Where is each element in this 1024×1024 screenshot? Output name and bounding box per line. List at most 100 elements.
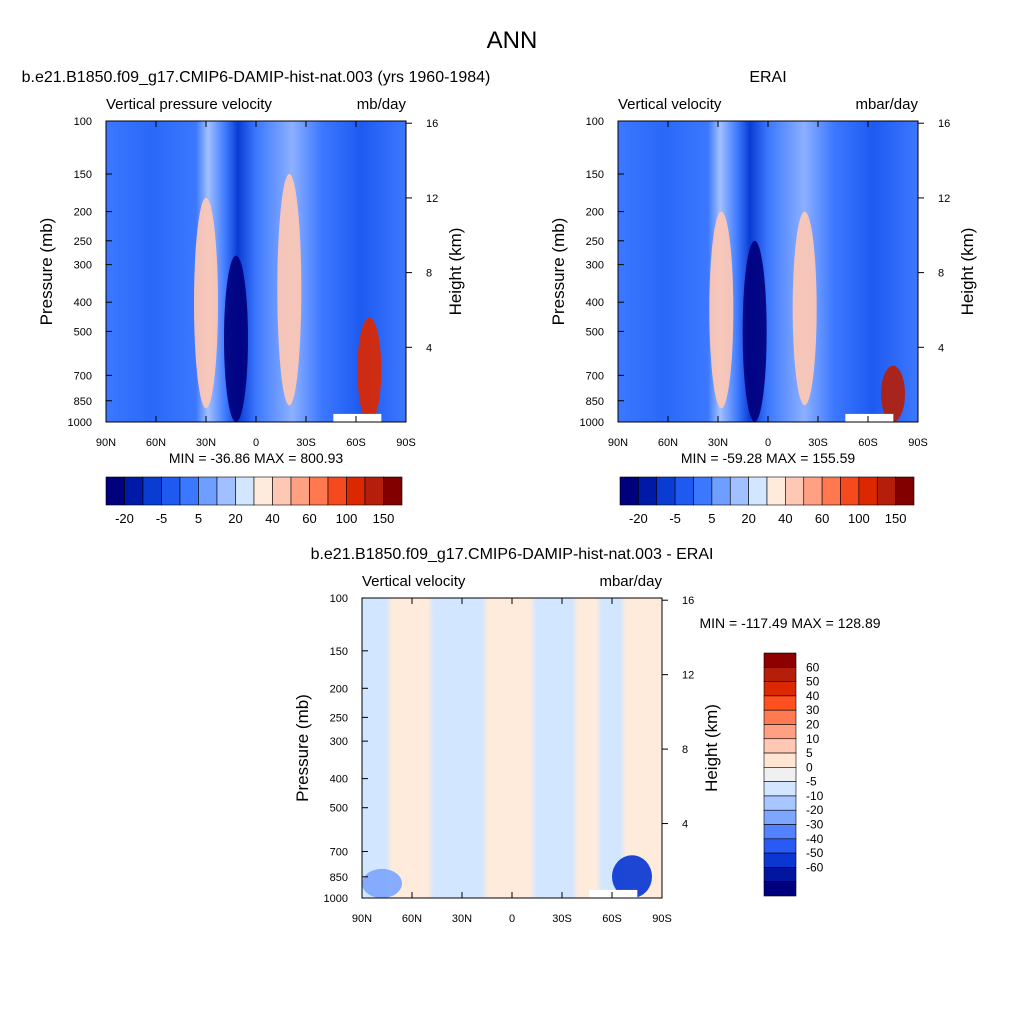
colorbar-label: 20 bbox=[741, 511, 755, 526]
x-tick-label: 60N bbox=[146, 437, 166, 449]
colorbar-box bbox=[803, 476, 823, 506]
panel-title: ERAI bbox=[749, 69, 786, 86]
field-label: Vertical pressure velocity bbox=[106, 96, 272, 113]
colorbar-box bbox=[253, 476, 273, 506]
colorbar-label: 5 bbox=[708, 511, 715, 526]
x-tick-label: 0 bbox=[509, 913, 515, 925]
y-tick-label: 250 bbox=[74, 236, 92, 248]
y-tick-label: 1000 bbox=[68, 417, 92, 429]
y2-tick-label: 12 bbox=[682, 670, 694, 682]
field-background bbox=[618, 121, 918, 422]
x-tick-label: 60N bbox=[402, 913, 422, 925]
colorbar-box bbox=[763, 695, 797, 711]
colorbar-label: -20 bbox=[629, 511, 648, 526]
x-tick-label: 60S bbox=[346, 437, 366, 449]
colorbar-box bbox=[763, 724, 797, 740]
colorbar-box bbox=[763, 652, 797, 668]
y2-tick-label: 4 bbox=[682, 819, 688, 831]
colorbar-box bbox=[364, 476, 384, 506]
y-tick-label: 300 bbox=[74, 260, 92, 272]
colorbar-label: -50 bbox=[806, 846, 824, 860]
y-tick-label: 1000 bbox=[580, 417, 604, 429]
colorbar-label: 50 bbox=[806, 675, 820, 689]
x-tick-label: 30S bbox=[552, 913, 572, 925]
colorbar-box bbox=[235, 476, 255, 506]
y-tick-label: 400 bbox=[586, 297, 604, 309]
y2-axis-label: Height (km) bbox=[702, 704, 721, 792]
colorbar-label: -60 bbox=[806, 860, 824, 874]
colorbar-box bbox=[290, 476, 310, 506]
colorbar-box bbox=[656, 476, 676, 506]
surface-mask bbox=[845, 413, 894, 422]
colorbar-box bbox=[876, 476, 896, 506]
panel-title: b.e21.B1850.f09_g17.CMIP6-DAMIP-hist-nat… bbox=[311, 546, 714, 563]
y-tick-label: 150 bbox=[586, 169, 604, 181]
x-tick-label: 30N bbox=[452, 913, 472, 925]
min-max-stats: MIN = -117.49 MAX = 128.89 bbox=[699, 615, 880, 631]
colorbar-label: -5 bbox=[806, 775, 817, 789]
colorbar-label: 20 bbox=[228, 511, 242, 526]
colorbar-label: -20 bbox=[115, 511, 134, 526]
colorbar-box bbox=[763, 666, 797, 682]
colorbar-box bbox=[763, 867, 797, 883]
units-label: mbar/day bbox=[599, 573, 662, 590]
y-tick-label: 150 bbox=[330, 646, 348, 658]
y-tick-label: 250 bbox=[330, 712, 348, 724]
colorbar-box bbox=[179, 476, 199, 506]
colorbar-label: 0 bbox=[806, 760, 813, 774]
colorbar-box bbox=[763, 881, 797, 897]
y-tick-label: 500 bbox=[330, 803, 348, 815]
y2-tick-label: 16 bbox=[938, 118, 950, 130]
y-tick-label: 300 bbox=[586, 260, 604, 272]
colorbar-label: 10 bbox=[806, 732, 820, 746]
colorbar-label: 60 bbox=[302, 511, 316, 526]
min-max-stats: MIN = -36.86 MAX = 800.93 bbox=[169, 450, 344, 466]
y-tick-label: 700 bbox=[74, 370, 92, 382]
colorbar-box bbox=[142, 476, 162, 506]
y-tick-label: 100 bbox=[74, 116, 92, 128]
colorbar-label: 5 bbox=[195, 511, 202, 526]
y-tick-label: 200 bbox=[586, 207, 604, 219]
contour-feature bbox=[357, 317, 382, 422]
x-tick-label: 0 bbox=[253, 437, 259, 449]
colorbar-box bbox=[763, 852, 797, 868]
x-tick-label: 30S bbox=[808, 437, 828, 449]
y-tick-label: 300 bbox=[330, 736, 348, 748]
y-axis-label: Pressure (mb) bbox=[293, 694, 312, 802]
colorbar-label: 100 bbox=[336, 511, 358, 526]
contour-feature bbox=[224, 255, 248, 422]
panel-title: b.e21.B1850.f09_g17.CMIP6-DAMIP-hist-nat… bbox=[22, 69, 491, 86]
x-tick-label: 30N bbox=[196, 437, 216, 449]
colorbar-label: -5 bbox=[156, 511, 168, 526]
colorbar-box bbox=[763, 809, 797, 825]
colorbar-label: 100 bbox=[848, 511, 870, 526]
surface-mask bbox=[589, 889, 638, 898]
contour-feature bbox=[612, 855, 652, 898]
colorbar-box bbox=[763, 795, 797, 811]
colorbar-box bbox=[895, 476, 915, 506]
colorbar-box bbox=[711, 476, 731, 506]
units-label: mbar/day bbox=[855, 96, 918, 113]
x-tick-label: 0 bbox=[765, 437, 771, 449]
y-tick-label: 500 bbox=[74, 326, 92, 338]
x-tick-label: 90S bbox=[396, 437, 416, 449]
colorbar-label: 5 bbox=[806, 746, 813, 760]
field-label: Vertical velocity bbox=[362, 573, 466, 590]
colorbar-label: 60 bbox=[815, 511, 829, 526]
x-tick-label: 90N bbox=[96, 437, 116, 449]
colorbar-box bbox=[161, 476, 181, 506]
colorbar-box bbox=[729, 476, 749, 506]
field-background bbox=[106, 121, 406, 422]
colorbar-box bbox=[763, 738, 797, 754]
colorbar-box bbox=[858, 476, 878, 506]
y-tick-label: 850 bbox=[586, 396, 604, 408]
y-tick-label: 1000 bbox=[324, 893, 348, 905]
x-tick-label: 90N bbox=[352, 913, 372, 925]
y2-tick-label: 4 bbox=[938, 342, 944, 354]
colorbar-label: -10 bbox=[806, 789, 824, 803]
y2-tick-label: 12 bbox=[426, 193, 438, 205]
x-tick-label: 60S bbox=[858, 437, 878, 449]
colorbar-box bbox=[763, 767, 797, 782]
y-tick-label: 850 bbox=[330, 872, 348, 884]
